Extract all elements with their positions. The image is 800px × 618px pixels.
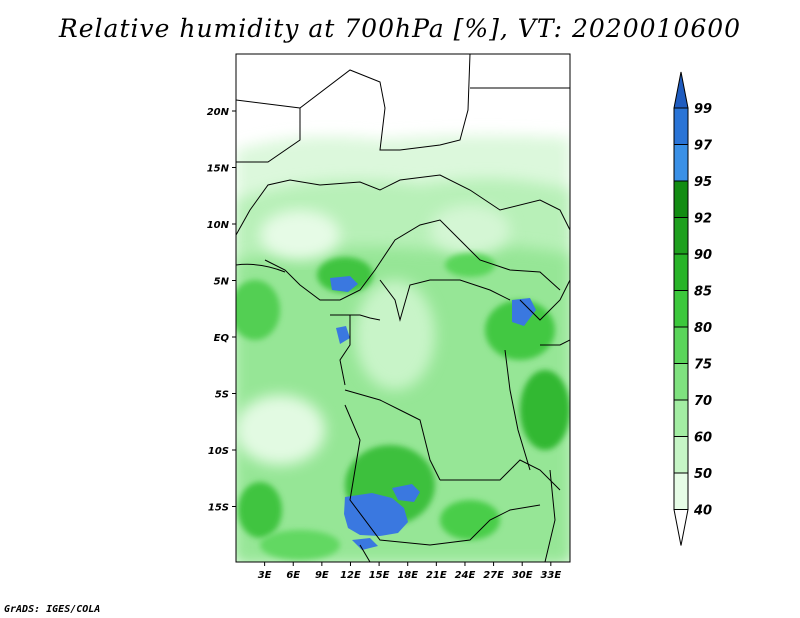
lon-tick-label: 21E <box>426 570 447 581</box>
colorbar-segment <box>673 436 689 474</box>
colorbar-label: 80 <box>694 321 712 336</box>
colorbar: 99 97 95 92 90 85 80 75 70 60 50 40 <box>673 71 713 546</box>
colorbar-segment <box>673 217 689 255</box>
lon-tick-label: 27E <box>483 570 504 581</box>
colorbar-label: 90 <box>694 248 712 263</box>
colorbar-label: 60 <box>694 431 712 446</box>
colorbar-top-arrow <box>673 71 689 109</box>
lat-tick-label: 5S <box>215 390 229 401</box>
colorbar-segment <box>673 180 689 218</box>
lon-tick-label: 33E <box>540 570 561 581</box>
colorbar-segment <box>673 326 689 364</box>
lat-tick-label: 10N <box>207 220 230 231</box>
colorbar-segment <box>673 472 689 510</box>
lon-tick-label: 30E <box>512 570 533 581</box>
colorbar-label: 97 <box>694 139 713 154</box>
map-title: Relative humidity at 700hPa [%], VT: 202… <box>58 14 742 43</box>
colorbar-segment <box>673 144 689 182</box>
lat-tick-label: 15S <box>208 503 229 514</box>
lat-tick-label: 20N <box>207 107 230 118</box>
lon-tick-label: 6E <box>286 570 300 581</box>
colorbar-label: 95 <box>694 175 712 190</box>
colorbar-label: 99 <box>694 102 712 117</box>
lon-tick-label: 9E <box>315 570 329 581</box>
colorbar-segment <box>673 253 689 291</box>
lon-tick-label: 15E <box>369 570 390 581</box>
longitude-axis: 3E 6E 9E 12E 15E 18E 21E 24E 27E 30E 33E <box>258 562 561 581</box>
lat-tick-label: 10S <box>208 446 229 457</box>
lon-tick-label: 18E <box>397 570 418 581</box>
colorbar-segment <box>673 363 689 401</box>
latitude-axis: 20N 15N 10N 5N EQ 5S 10S 15S <box>207 107 236 514</box>
lat-tick-label: 15N <box>207 164 230 175</box>
lon-tick-label: 24E <box>455 570 476 581</box>
colorbar-label: 85 <box>694 285 712 300</box>
colorbar-label: 70 <box>694 394 712 409</box>
colorbar-segment <box>673 290 689 328</box>
lat-tick-label: 5N <box>214 277 230 288</box>
humidity-field <box>236 54 570 562</box>
map-frame <box>235 53 571 563</box>
grads-credit: GrADS: IGES/COLA <box>4 604 101 615</box>
colorbar-segment <box>673 399 689 437</box>
lon-tick-label: 12E <box>340 570 361 581</box>
colorbar-label: 40 <box>693 504 712 519</box>
colorbar-label: 92 <box>694 212 712 227</box>
colorbar-segment <box>673 107 689 145</box>
country-borders <box>236 54 570 562</box>
colorbar-bottom-arrow <box>673 509 689 546</box>
lat-tick-label: EQ <box>214 333 230 344</box>
colorbar-label: 75 <box>694 358 712 373</box>
lon-tick-label: 3E <box>258 570 272 581</box>
colorbar-label: 50 <box>694 467 712 482</box>
